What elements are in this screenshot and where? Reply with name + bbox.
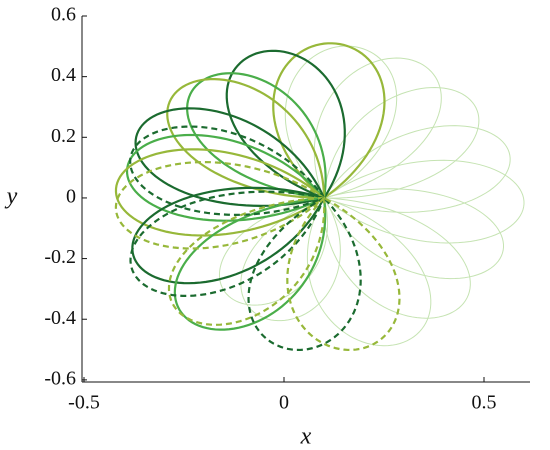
petal — [129, 125, 326, 216]
x-tick-label: -0.5 — [68, 392, 100, 414]
petal — [323, 197, 471, 319]
y-tick-label: 0.6 — [51, 4, 76, 26]
y-tick-label: -0.6 — [44, 367, 76, 389]
petal — [272, 42, 386, 200]
petal — [131, 186, 326, 285]
petal — [125, 133, 326, 222]
petal — [323, 125, 511, 213]
petal — [167, 196, 326, 326]
petal — [114, 148, 326, 237]
petal — [218, 197, 329, 306]
x-tick-label: 0 — [279, 392, 289, 414]
y-tick-label: 0 — [66, 186, 76, 208]
y-axis-label: y — [5, 184, 18, 210]
petal — [225, 49, 346, 200]
petal — [134, 107, 326, 207]
y-tick-label: -0.4 — [44, 307, 76, 329]
y-tick-label: 0.4 — [51, 64, 76, 86]
petal — [114, 160, 326, 250]
petal — [173, 196, 327, 331]
petal — [284, 45, 398, 199]
petal — [166, 78, 326, 200]
petal — [323, 159, 525, 244]
y-tick-label: 0.2 — [51, 125, 76, 147]
petal — [323, 188, 505, 280]
petal — [286, 196, 401, 352]
x-axis-label: x — [300, 424, 312, 450]
petal — [240, 197, 341, 322]
x-tick-label: 0.5 — [472, 392, 497, 414]
petal — [313, 57, 442, 199]
petal — [247, 196, 362, 352]
y-tick-label: -0.2 — [44, 246, 76, 268]
petal — [323, 87, 480, 199]
petal — [129, 190, 326, 297]
